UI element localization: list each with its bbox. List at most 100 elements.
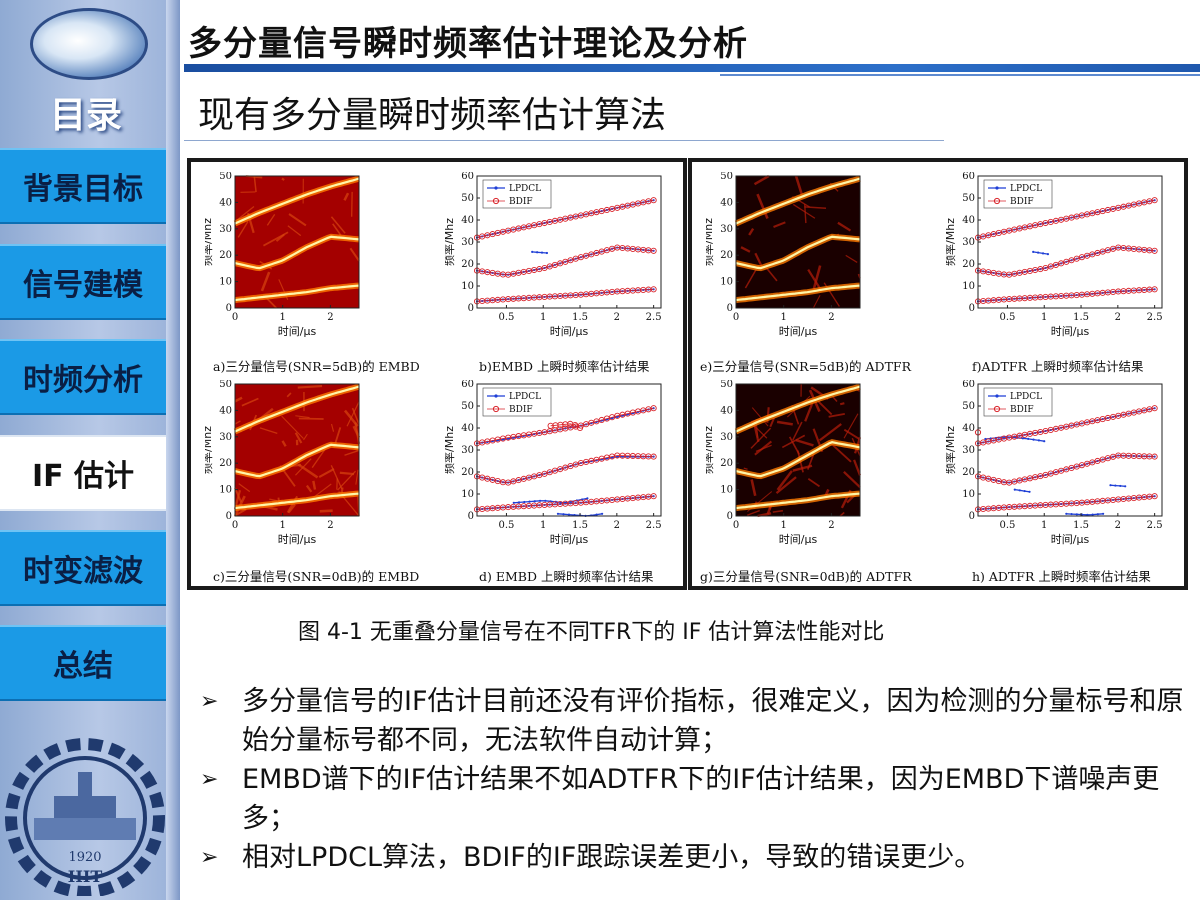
lpdcl-line (532, 251, 547, 254)
nav-item-signal-model[interactable]: 信号建模 (0, 244, 166, 320)
noise-streak (295, 415, 310, 419)
bdif-point (1151, 197, 1158, 204)
noise-streak (281, 177, 285, 181)
bdif-point (576, 424, 584, 432)
y-tick-label: 30 (219, 224, 232, 235)
y-tick-label: 0 (468, 511, 474, 522)
ridge-line (735, 385, 861, 433)
noise-streak (743, 467, 748, 470)
x-tick-label: 2.5 (646, 520, 662, 531)
title-rule-thin (720, 74, 1200, 76)
nav-item-if-estimation[interactable]: IF 估计 (0, 435, 166, 511)
y-axis-label: 频率/Mhz (445, 426, 456, 474)
noise-streak (776, 470, 793, 491)
y-tick-label: 0 (969, 303, 975, 314)
y-tick-label: 50 (461, 401, 474, 412)
noise-streak (259, 427, 278, 435)
noise-streak (319, 509, 333, 513)
x-axis-label: 时间/μs (1051, 325, 1090, 338)
nav-item-tf-analysis[interactable]: 时频分析 (0, 339, 166, 415)
y-axis-label: 频率/Mhz (946, 426, 957, 474)
x-axis-label: 时间/μs (1051, 533, 1090, 546)
noise-streak (748, 227, 755, 236)
seal-year: 1920 (68, 850, 101, 865)
y-tick-label: 40 (219, 197, 232, 208)
y-tick-label: 20 (219, 250, 232, 261)
legend-lpdcl-marker (494, 394, 498, 398)
section-rule (184, 140, 944, 141)
bdif-point (572, 422, 579, 429)
x-axis-label: 时间/μs (779, 325, 818, 338)
noise-streak (330, 423, 335, 432)
noise-streak (305, 484, 313, 493)
noise-streak (260, 271, 271, 292)
noise-streak (287, 225, 302, 237)
noise-streak (266, 213, 276, 226)
plot-frame (234, 175, 360, 309)
noise-streak (740, 246, 751, 253)
noise-streak (318, 468, 335, 478)
ridge-line (735, 441, 861, 478)
x-axis-label: 时间/μs (550, 325, 589, 338)
y-tick-label: 20 (461, 467, 474, 478)
x-tick-label: 0.5 (999, 520, 1015, 531)
legend-lpdcl-label: LPDCL (1010, 184, 1042, 194)
legend-bdif-label: BDIF (1010, 405, 1034, 415)
caption-c: c)三分量信号(SNR=0dB)的 EMBD (213, 569, 420, 584)
y-tick-label: 50 (720, 380, 733, 390)
noise-streak (238, 483, 251, 493)
x-tick-label: 2.5 (1147, 520, 1163, 531)
noise-streak (297, 385, 323, 389)
bdif-line (977, 407, 1155, 444)
y-tick-label: 10 (461, 281, 474, 292)
seal-letters: HIT (68, 867, 103, 886)
noise-streak (792, 421, 803, 441)
arrow-bullet-icon: ➢ (200, 767, 219, 792)
nav-item-summary[interactable]: 总结 (0, 625, 166, 701)
noise-streak (769, 417, 775, 428)
bdif-line (977, 247, 1155, 276)
noise-streak (817, 400, 833, 416)
bdif-line (476, 495, 654, 510)
noise-streak (332, 223, 342, 236)
y-tick-label: 20 (720, 250, 733, 261)
lpdcl-line (1014, 488, 1030, 493)
lpdcl-line (1110, 484, 1126, 487)
bdif-line (476, 288, 654, 302)
noise-streak (828, 412, 845, 418)
y-axis-label: 频率/Mhz (946, 218, 957, 266)
noise-streak (837, 221, 852, 232)
x-tick-label: 0 (733, 520, 739, 531)
x-tick-label: 1 (540, 520, 546, 531)
noise-streak (349, 247, 360, 262)
y-tick-label: 40 (461, 423, 474, 434)
x-tick-label: 0.5 (999, 312, 1015, 323)
lpdcl-line (1066, 513, 1104, 516)
nav-item-background[interactable]: 背景目标 (0, 148, 166, 224)
x-tick-label: 1.5 (1073, 520, 1089, 531)
x-tick-label: 2 (828, 312, 834, 323)
nav-item-tv-filter[interactable]: 时变滤波 (0, 530, 166, 606)
y-tick-label: 30 (720, 224, 733, 235)
legend-bdif-label: BDIF (509, 405, 533, 415)
y-tick-label: 10 (720, 485, 733, 496)
y-tick-label: 30 (461, 237, 474, 248)
caption-g: g)三分量信号(SNR=0dB)的 ADTFR (700, 569, 912, 584)
y-tick-label: 60 (461, 172, 474, 182)
noise-streak (312, 480, 317, 490)
figure-caption: 图 4-1 无重叠分量信号在不同TFR下的 IF 估计算法性能对比 (298, 620, 885, 645)
sidebar-edge (166, 0, 180, 900)
section-title: 现有多分量瞬时频率估计算法 (198, 95, 667, 136)
legend-lpdcl-label: LPDCL (1010, 392, 1042, 402)
noise-streak (843, 428, 861, 441)
caption-h: h) ADTFR 上瞬时频率估计结果 (972, 569, 1151, 584)
y-tick-label: 0 (727, 303, 733, 314)
legend-bdif-label: BDIF (509, 197, 533, 207)
y-tick-label: 0 (969, 511, 975, 522)
ridge-line (735, 284, 861, 302)
x-tick-label: 0.5 (498, 520, 514, 531)
x-tick-label: 2 (828, 520, 834, 531)
x-tick-label: 1 (1041, 520, 1047, 531)
